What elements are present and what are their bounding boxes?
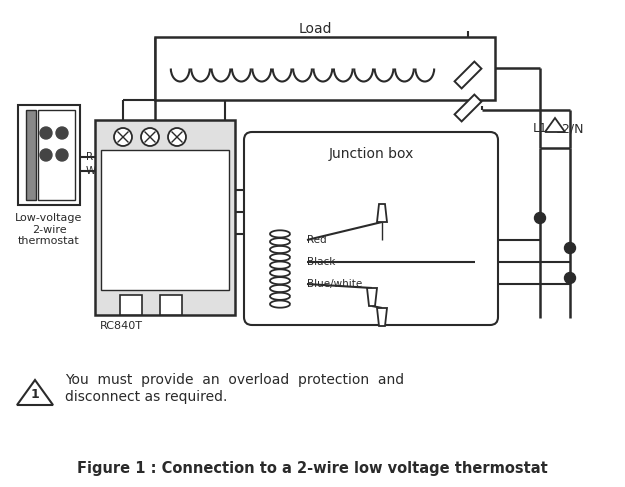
Polygon shape (545, 118, 565, 132)
Text: disconnect as required.: disconnect as required. (65, 390, 228, 404)
Circle shape (56, 127, 68, 139)
Polygon shape (17, 380, 53, 405)
Circle shape (141, 128, 159, 146)
Polygon shape (367, 288, 377, 306)
Text: L1: L1 (532, 122, 548, 135)
Text: R Ø: R Ø (86, 152, 104, 162)
Polygon shape (377, 204, 387, 222)
Bar (120, 295, 142, 315)
Bar (95, 120, 235, 315)
Circle shape (564, 243, 576, 254)
Text: C  W  R: C W R (113, 150, 151, 160)
Text: You  must  provide  an  overload  protection  and: You must provide an overload protection … (65, 373, 404, 387)
Text: RC840T: RC840T (100, 321, 143, 331)
Bar (155, 37, 495, 100)
Bar (38, 110, 75, 200)
Circle shape (40, 149, 52, 161)
Text: Blue/white: Blue/white (307, 279, 362, 289)
Circle shape (40, 127, 52, 139)
Bar (160, 295, 182, 315)
Text: Load: Load (298, 22, 332, 36)
Polygon shape (377, 308, 387, 326)
Text: W Ø: W Ø (86, 166, 108, 176)
Circle shape (564, 273, 576, 283)
Circle shape (114, 128, 132, 146)
Text: Junction box: Junction box (328, 147, 414, 161)
Circle shape (56, 149, 68, 161)
Circle shape (534, 212, 546, 224)
Text: Black: Black (307, 257, 336, 267)
Text: Figure 1 : Connection to a 2-wire low voltage thermostat: Figure 1 : Connection to a 2-wire low vo… (77, 461, 548, 475)
Polygon shape (454, 61, 481, 89)
Circle shape (168, 128, 186, 146)
Text: Red: Red (307, 235, 327, 245)
Text: Low-voltage
2-wire
thermostat: Low-voltage 2-wire thermostat (15, 213, 83, 246)
FancyBboxPatch shape (244, 132, 498, 325)
Bar (18, 105, 80, 205)
Text: 1: 1 (31, 388, 39, 400)
Polygon shape (454, 94, 481, 121)
Bar (26, 110, 36, 200)
Bar (101, 150, 229, 290)
Text: L2/N: L2/N (556, 122, 584, 135)
